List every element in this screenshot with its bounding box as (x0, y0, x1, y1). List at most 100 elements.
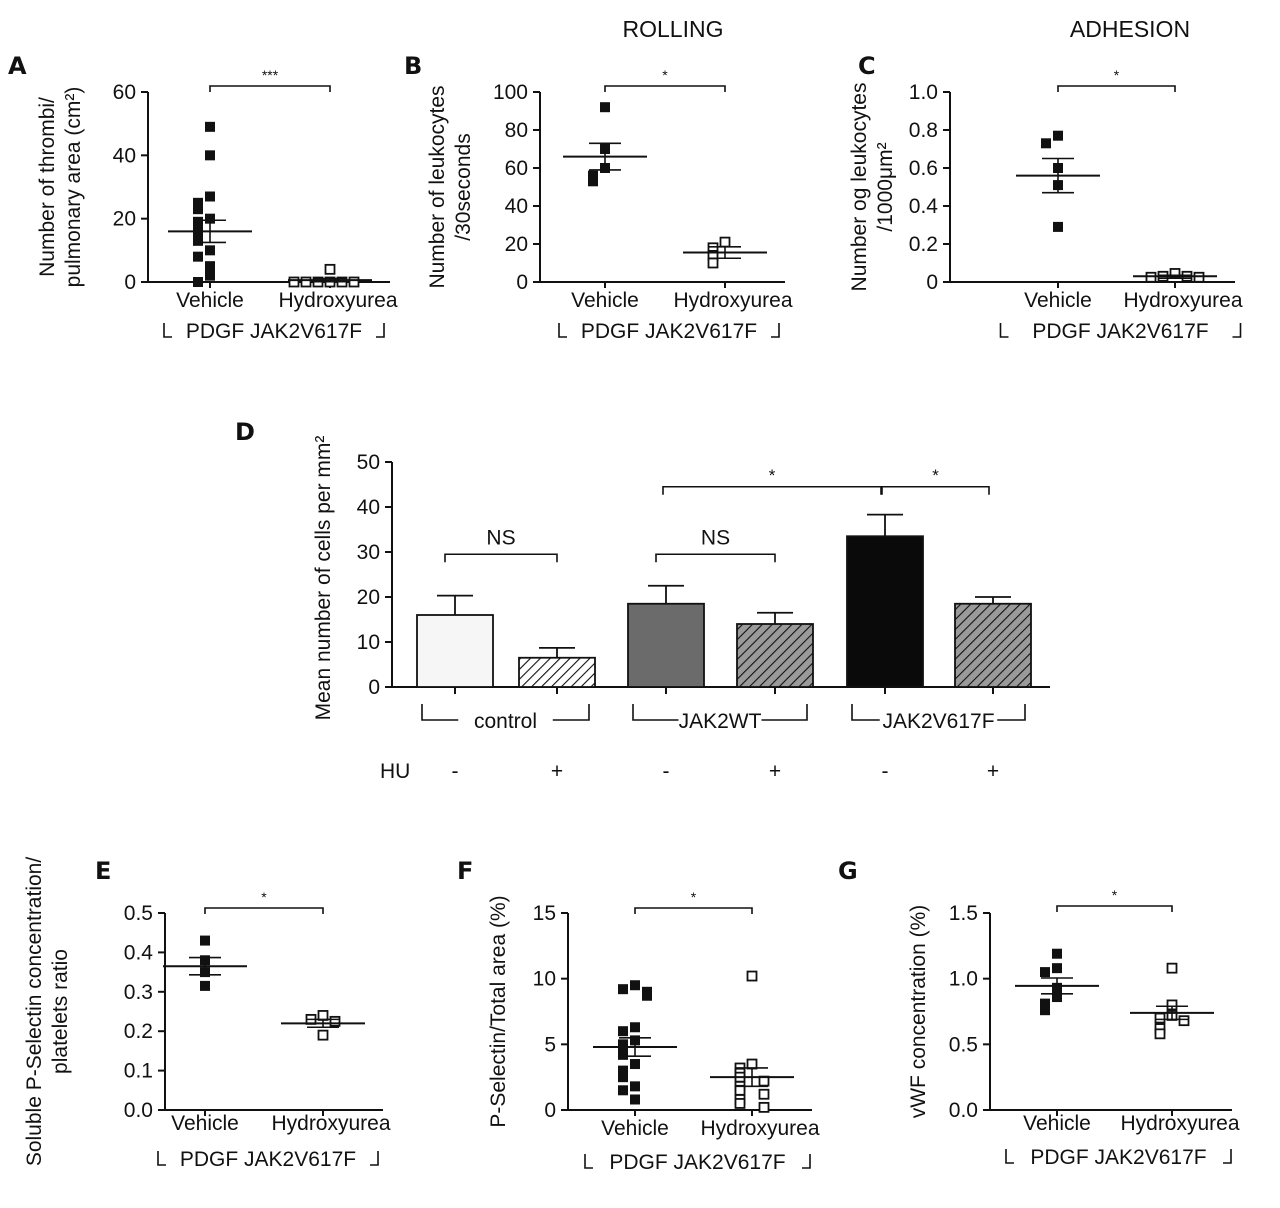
data-point (630, 1081, 640, 1092)
y-tick-label: 100 (493, 81, 528, 104)
y-tick-label: 0.5 (124, 902, 153, 925)
data-point (324, 263, 336, 275)
chart-c: C 0 0.2 0.4 0.6 0.8 1.0 Number og leukocytes/10… (848, 52, 1243, 343)
data-point (1052, 963, 1062, 974)
group-label: PDGF JAK2V617F (1030, 1146, 1206, 1169)
y-axis-label: vWF concentration (%) (907, 905, 930, 1119)
significance-bracket (662, 485, 882, 495)
data-point (193, 235, 203, 246)
y-axis-label: Mean number of cells per mm² (312, 436, 335, 721)
y-axis-label-line1: Number og leukocytes (848, 83, 871, 292)
data-point (600, 102, 610, 113)
bar-jak2wt (627, 602, 705, 688)
y-tick-label: 0 (516, 271, 528, 294)
data-point (1178, 1015, 1190, 1027)
data-point (193, 216, 203, 227)
y-tick-label: 40 (357, 496, 380, 519)
data-point (348, 276, 360, 288)
panel-letter: A (8, 52, 27, 80)
data-point (618, 1026, 628, 1037)
category-label-hydroxyurea: Hydroxyurea (271, 1112, 390, 1135)
category-label-hydroxyurea: Hydroxyurea (1123, 289, 1242, 312)
y-tick-label: 1.5 (949, 902, 978, 925)
data-point (758, 1088, 770, 1100)
data-point (734, 1098, 746, 1109)
data-point (193, 277, 203, 287)
category-label-hydroxyurea: Hydroxyurea (1120, 1112, 1239, 1135)
significance-bracket (634, 907, 753, 914)
hu-sign: + (769, 760, 781, 783)
category-label-vehicle: Vehicle (1024, 289, 1092, 312)
y-axis-label: P-Selectin/Total area (%) (487, 895, 510, 1127)
y-tick-label: 5 (544, 1033, 556, 1056)
significance-label: * (932, 466, 939, 485)
group-bracket-right (997, 704, 1026, 721)
y-axis-label-line2: pulmonary area (cm²) (62, 87, 85, 288)
category-label-vehicle: Vehicle (171, 1112, 239, 1135)
category-label-hydroxyurea: Hydroxyurea (278, 289, 397, 312)
bar-jak2wt-hu (736, 623, 814, 688)
group-bracket-left (157, 1151, 166, 1166)
data-point (317, 1029, 329, 1041)
y-tick-label: 10 (533, 968, 556, 991)
data-point (618, 984, 628, 995)
panel-letter: F (457, 857, 473, 885)
y-tick-label: 60 (113, 81, 136, 104)
y-tick-label: 30 (357, 541, 380, 564)
group-bracket-left (421, 704, 459, 721)
group-bracket-right (552, 704, 590, 721)
y-axis-label-line2: /30seconds (452, 133, 475, 240)
group-bracket-left (584, 1154, 593, 1169)
significance-bracket (655, 553, 776, 563)
y-axis-label-line2: /1000μm² (874, 142, 897, 231)
y-tick-label: 80 (505, 119, 528, 142)
data-point (618, 1085, 628, 1096)
group-bracket-right (761, 704, 808, 721)
chart-d: D 0 10 20 30 40 50 Mean number of cells per mm²… (235, 418, 1050, 783)
y-tick-label: 20 (505, 233, 528, 256)
significance-bracket (204, 907, 324, 914)
data-point (642, 990, 652, 1001)
data-point (1166, 962, 1178, 974)
data-point (193, 229, 203, 240)
chart-g: G 0.0 0.5 1.0 1.5 vWF concentration (%) Vehicl… (838, 857, 1240, 1169)
y-tick-label: 0.4 (124, 941, 154, 964)
significance-bracket (1057, 85, 1176, 92)
y-axis-label-line1: Soluble P-Selectin concentration/ (23, 857, 46, 1167)
panel-letter: D (235, 418, 255, 446)
y-axis-label-line1: Number of leukocytes (426, 85, 449, 288)
header-adhesion: ADHESION (1070, 16, 1190, 42)
significance-label: * (769, 466, 776, 485)
data-point (205, 270, 215, 281)
y-tick-label: 50 (357, 451, 380, 474)
data-point (630, 1094, 640, 1105)
y-tick-label: 20 (113, 208, 136, 231)
group-label-control: control (474, 710, 537, 733)
bar-control (416, 614, 494, 688)
chart-f: F 0 5 10 15 P-Selectin/Total area (%) Vehicle H… (457, 857, 820, 1174)
bar-jak2v617f (846, 535, 924, 688)
hu-sign: + (551, 760, 563, 783)
data-point (618, 1065, 628, 1076)
category-label-vehicle: Vehicle (571, 289, 639, 312)
group-bracket-left (163, 323, 172, 338)
bar-jak2v617f-hu (954, 602, 1032, 688)
y-tick-label: 0 (544, 1099, 556, 1122)
data-point (1053, 221, 1063, 232)
group-bracket-right (376, 323, 385, 338)
data-point (205, 121, 215, 132)
group-bracket-right (771, 323, 780, 338)
chart-e: E 0.0 0.1 0.2 0.3 0.4 0.5 Soluble P-Selectin co… (23, 857, 391, 1171)
significance-bracket (881, 485, 990, 495)
data-point (300, 276, 312, 288)
significance-label: * (261, 889, 267, 905)
panel-letter: E (95, 857, 111, 885)
group-bracket-right (1223, 1149, 1232, 1164)
panel-letter: G (838, 857, 858, 885)
group-bracket-right (370, 1151, 379, 1166)
data-point (200, 980, 210, 991)
y-tick-label: 0.2 (124, 1020, 153, 1043)
y-tick-label: 0 (368, 676, 380, 699)
y-tick-label: 0.5 (949, 1033, 978, 1056)
y-tick-label: 0.2 (909, 233, 938, 256)
